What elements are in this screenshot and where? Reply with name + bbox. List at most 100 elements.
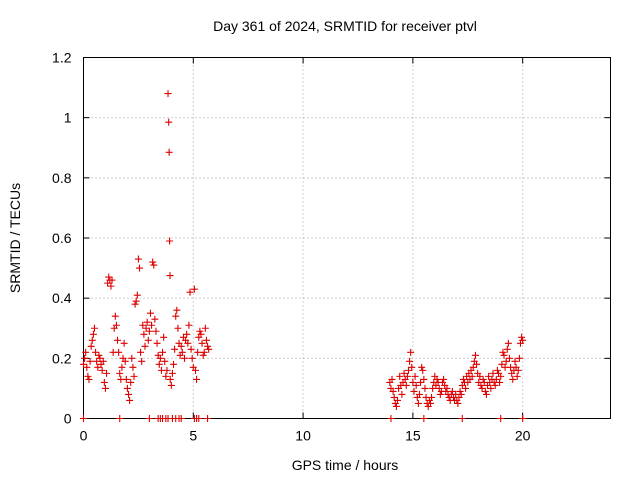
- data-point: [94, 363, 102, 371]
- axis-ticks: 0 5 10 15 20 0 0.2 0.4 0.6 0.8 1 1.2: [52, 50, 611, 444]
- data-point: [115, 348, 123, 356]
- data-point: [82, 348, 90, 356]
- data-point: [436, 390, 444, 398]
- data-point: [194, 348, 202, 356]
- data-point: [171, 345, 179, 353]
- data-point: [456, 387, 464, 395]
- data-point: [190, 285, 198, 293]
- data-point: [482, 390, 490, 398]
- data-point: [146, 309, 154, 317]
- data-point: [108, 276, 116, 284]
- data-point: [107, 282, 115, 290]
- data-point: [497, 372, 505, 380]
- zero-point: [458, 415, 466, 422]
- data-point: [511, 357, 519, 365]
- data-point: [491, 381, 499, 389]
- data-point: [204, 342, 212, 350]
- data-point: [485, 372, 493, 380]
- data-point: [144, 336, 152, 344]
- y-tick-label: 0.8: [52, 170, 72, 186]
- data-point: [178, 348, 186, 356]
- data-point: [149, 258, 157, 266]
- data-point: [518, 333, 526, 341]
- data-point: [390, 393, 398, 401]
- data-point: [492, 375, 500, 383]
- data-point: [148, 321, 156, 329]
- y-tick-label: 0.4: [52, 290, 72, 306]
- data-point: [135, 264, 143, 272]
- data-point: [114, 336, 122, 344]
- data-point: [415, 390, 423, 398]
- data-point: [403, 372, 411, 380]
- data-point: [185, 321, 193, 329]
- data-point: [162, 372, 170, 380]
- data-point: [125, 390, 133, 398]
- data-point: [170, 360, 178, 368]
- data-point: [396, 372, 404, 380]
- y-tick-label: 1.2: [52, 50, 72, 66]
- data-point: [167, 381, 175, 389]
- data-point: [410, 387, 418, 395]
- data-point: [420, 375, 428, 383]
- data-point: [123, 384, 131, 392]
- data-point: [130, 372, 138, 380]
- data-point: [137, 348, 145, 356]
- data-point: [129, 363, 137, 371]
- data-point: [118, 363, 126, 371]
- data-point: [116, 369, 124, 377]
- data-point: [88, 336, 96, 344]
- data-point: [95, 351, 103, 359]
- data-point: [499, 348, 507, 356]
- data-point: [471, 351, 479, 359]
- data-point: [172, 312, 180, 320]
- y-tick-label: 0.6: [52, 230, 72, 246]
- data-point: [156, 354, 164, 362]
- data-point: [112, 321, 120, 329]
- data-point: [481, 387, 489, 395]
- data-point: [134, 255, 142, 263]
- data-point: [505, 354, 513, 362]
- data-point: [122, 375, 130, 383]
- data-point: [409, 378, 417, 386]
- data-point: [168, 369, 176, 377]
- data-point: [388, 375, 396, 383]
- data-point: [166, 272, 174, 280]
- data-point: [191, 366, 199, 374]
- zero-point: [497, 415, 505, 422]
- zero-point: [116, 415, 124, 422]
- data-point: [459, 375, 467, 383]
- data-point: [120, 339, 128, 347]
- data-point: [500, 351, 508, 359]
- data-point: [150, 261, 158, 269]
- x-axis-label: GPS time / hours: [292, 457, 399, 473]
- data-point: [165, 118, 173, 126]
- data-point: [177, 342, 185, 350]
- data-point: [408, 363, 416, 371]
- y-tick-label: 0.2: [52, 350, 72, 366]
- data-point: [164, 90, 172, 98]
- data-point: [153, 339, 161, 347]
- data-point: [86, 357, 94, 365]
- data-point: [398, 390, 406, 398]
- data-point: [404, 366, 412, 374]
- data-point: [394, 396, 402, 404]
- zero-point: [204, 415, 212, 422]
- data-point: [155, 360, 163, 368]
- data-point: [503, 345, 511, 353]
- data-point: [83, 363, 91, 371]
- zero-point: [195, 415, 203, 422]
- chart-title: Day 361 of 2024, SRMTID for receiver ptv…: [213, 18, 477, 34]
- data-point: [468, 372, 476, 380]
- data-point: [184, 339, 192, 347]
- data-point: [84, 372, 92, 380]
- data-point: [163, 366, 171, 374]
- data-point: [502, 357, 510, 365]
- data-point: [128, 354, 136, 362]
- data-point: [188, 354, 196, 362]
- x-tick-label: 10: [295, 428, 311, 444]
- data-point: [454, 399, 462, 407]
- data-point: [142, 324, 150, 332]
- data-point: [411, 372, 419, 380]
- data-point: [400, 369, 408, 377]
